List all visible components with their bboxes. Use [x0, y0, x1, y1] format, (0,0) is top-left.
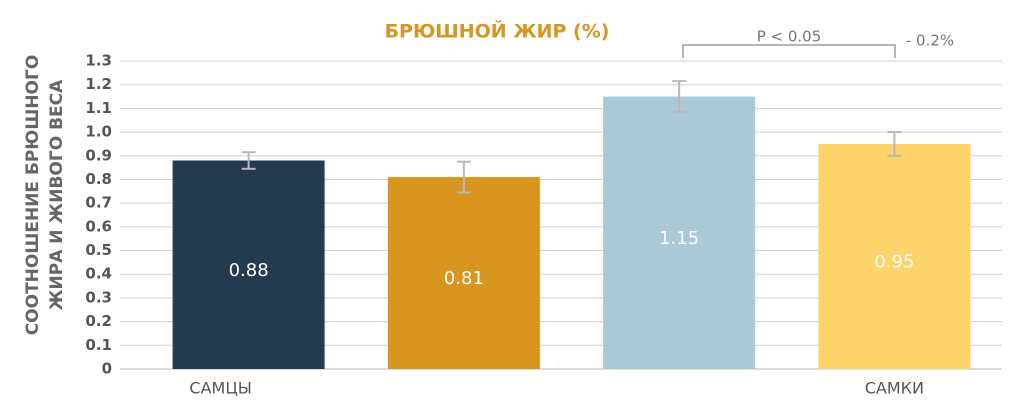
y-axis-title: СООТНОШЕНИЕ БРЮШНОГО ЖИРА И ЖИВОГО ВЕСА — [23, 55, 67, 336]
x-tick-label: САМЦЫ — [189, 379, 251, 398]
y-tick-label: 1.1 — [85, 99, 112, 117]
y-tick-label: 0.1 — [85, 336, 112, 354]
y-tick-label: 0.2 — [85, 312, 112, 330]
annotation: - 0.2% — [906, 32, 954, 50]
chart-title: БРЮШНОЙ ЖИР (%) — [385, 20, 610, 43]
y-tick-label: 0.9 — [85, 146, 112, 164]
y-axis-title-line: ЖИРА И ЖИВОГО ВЕСА — [47, 79, 67, 310]
y-tick-label: 0.4 — [85, 265, 112, 283]
y-tick-label: 0.8 — [85, 170, 112, 188]
y-tick-label: 1.3 — [85, 52, 112, 70]
data-label: 0.88 — [229, 260, 269, 281]
x-tick-label: САМКИ — [865, 379, 924, 398]
y-tick-label: 0.6 — [85, 217, 112, 235]
data-label: 0.95 — [874, 251, 914, 272]
data-label: 1.15 — [659, 228, 699, 249]
y-tick-label: 0.7 — [85, 194, 112, 212]
y-tick-label: 0.3 — [85, 288, 112, 306]
annotation: P < 0.05 — [757, 28, 822, 46]
significance-bracket — [682, 44, 896, 58]
y-tick-label: 0.5 — [85, 241, 112, 259]
y-tick-label: 0 — [102, 360, 112, 378]
data-label: 0.81 — [444, 268, 484, 289]
y-tick-label: 1.2 — [85, 75, 112, 93]
y-axis-title-line: СООТНОШЕНИЕ БРЮШНОГО — [23, 55, 43, 336]
bar — [603, 96, 756, 370]
y-tick-label: 1.0 — [85, 123, 112, 141]
bar — [818, 143, 971, 369]
bar — [387, 177, 540, 369]
bar — [172, 160, 325, 369]
